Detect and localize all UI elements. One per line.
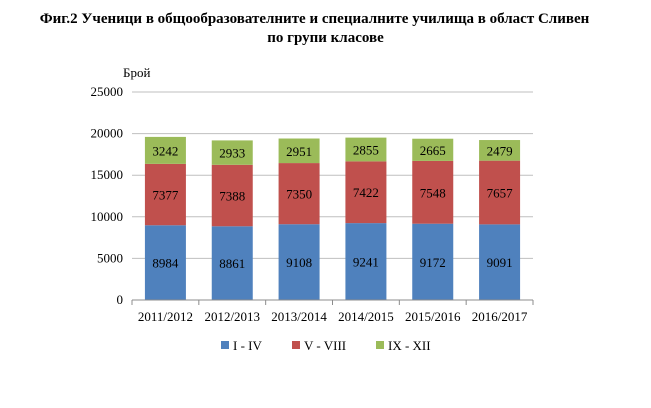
bar-segment [144, 163, 186, 226]
data-label: 7388 [219, 189, 245, 204]
data-label: 2951 [286, 144, 312, 159]
bar-segment [144, 136, 186, 164]
y-tick-label: 10000 [91, 209, 124, 224]
y-tick-label: 5000 [97, 250, 123, 265]
data-label: 7350 [286, 187, 312, 202]
bar-segment [345, 137, 387, 162]
data-label: 8984 [152, 256, 179, 271]
bar-segment [412, 160, 454, 224]
data-label: 9172 [420, 255, 446, 270]
bar-segment [278, 224, 320, 300]
bar-segment [479, 224, 521, 300]
bar-segment [479, 160, 521, 225]
chart-title-line-2: по групи класове [267, 30, 384, 46]
bar-stack: 9108 7350 2951 [278, 138, 320, 300]
x-tick-label: 2016/2017 [472, 309, 528, 324]
data-label: 9091 [487, 255, 513, 270]
legend: I - IV V - VIII IX - XII [221, 338, 431, 353]
bar-stack: 9172 7548 2665 [412, 138, 454, 300]
bar-segment [211, 164, 253, 227]
bar-segment [412, 223, 454, 300]
data-label: 9108 [286, 255, 312, 270]
x-tick-label: 2014/2015 [338, 309, 394, 324]
data-label: 9241 [353, 255, 379, 270]
gridlines [132, 91, 533, 259]
y-tick-label: 15000 [91, 167, 124, 182]
legend-swatch [292, 341, 300, 349]
bar-segment [211, 140, 253, 165]
legend-label: IX - XII [388, 338, 431, 353]
bar-stack: 8984 7377 3242 [144, 136, 186, 300]
legend-label: I - IV [233, 338, 262, 353]
x-tick-label: 2011/2012 [138, 309, 193, 324]
bar-segment [278, 138, 320, 164]
legend-swatch [376, 341, 384, 349]
y-tick-label: 20000 [91, 126, 124, 141]
x-tick-label: 2013/2014 [271, 309, 327, 324]
y-tick-labels: 0 5000 10000 15000 20000 25000 [91, 84, 124, 307]
data-label: 2933 [219, 146, 245, 161]
y-tick-label: 0 [117, 292, 124, 307]
bar-segment [345, 161, 387, 224]
bar-stack: 9241 7422 2855 [345, 137, 387, 300]
x-tick-label: 2015/2016 [405, 309, 461, 324]
data-label: 3242 [152, 143, 178, 158]
bar-stack: 8861 7388 2933 [211, 140, 253, 300]
bar-stack: 9091 7657 2479 [479, 140, 521, 300]
data-label: 7377 [152, 188, 179, 203]
bar-segment [278, 163, 320, 225]
chart-title-line-1: Фиг.2 Ученици в общообразователните и сп… [39, 11, 590, 27]
bar-segment [345, 223, 387, 300]
bar-segment [144, 225, 186, 300]
data-label: 2855 [353, 142, 379, 157]
y-tick-label: 25000 [91, 84, 124, 99]
bar-segment [479, 140, 521, 161]
legend-item: I - IV [221, 338, 262, 353]
legend-label: V - VIII [304, 338, 346, 353]
data-label: 7422 [353, 185, 379, 200]
bar-stacks: 8984 7377 3242 8861 7388 2933 9108 7350 2951 9241… [144, 136, 521, 300]
data-label: 2665 [420, 143, 446, 158]
bar-segment [211, 226, 253, 300]
chart-title: Фиг.2 Ученици в общообразователните и сп… [0, 10, 651, 48]
x-axis: 2011/2012 2012/2013 2013/2014 2014/2015 2015… [131, 299, 534, 324]
data-label: 7548 [420, 185, 446, 200]
legend-swatch [221, 341, 229, 349]
x-tick-label: 2012/2013 [204, 309, 260, 324]
legend-item: V - VIII [292, 338, 346, 353]
legend-item: IX - XII [376, 338, 431, 353]
y-axis-label: Брой [123, 65, 150, 80]
data-label: 8861 [219, 256, 245, 271]
data-label: 2479 [487, 143, 513, 158]
bar-segment [412, 138, 454, 161]
data-label: 7657 [487, 186, 514, 201]
